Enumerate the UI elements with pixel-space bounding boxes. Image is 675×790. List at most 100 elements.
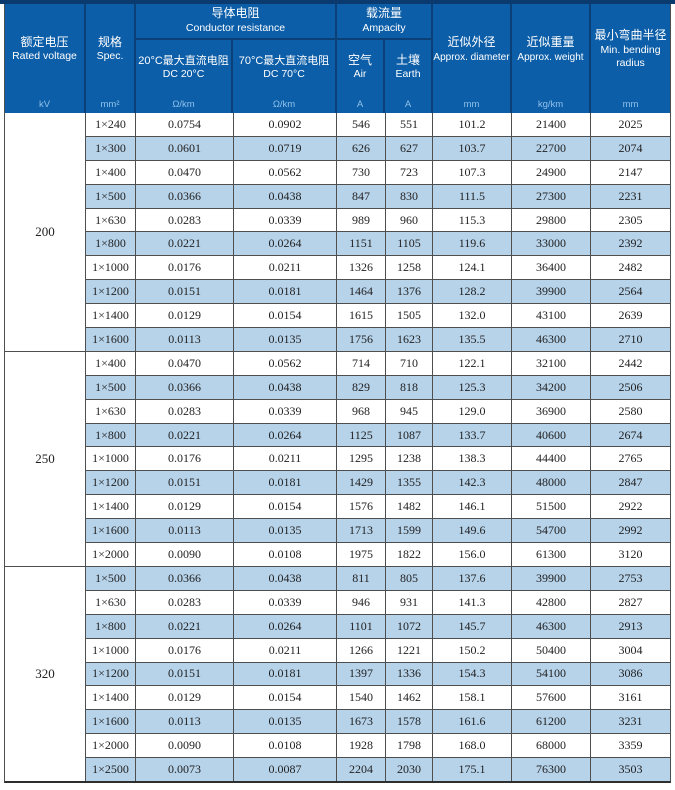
- ampacity-earth-cell: 551: [386, 113, 433, 136]
- bending-radius-cell: 2580: [618, 403, 643, 418]
- table-row: 1×1200 0.0151 0.0181 1429 1355 142.3 48000 2847: [86, 471, 670, 496]
- weight-cell: 54100: [512, 662, 591, 686]
- spec-cell: 1×630: [86, 208, 136, 232]
- spec-cell: 1×1000: [86, 638, 136, 662]
- header-ampacity-zh: 载流量: [365, 6, 402, 21]
- ampacity-earth-cell: 710: [386, 351, 433, 375]
- header-ampacity-group: 载流量 Ampacity 空气 Air A 土壤 Earth A: [337, 4, 433, 113]
- table-row: 1×1000 0.0176 0.0211 1326 1258 124.1 36400 2482: [86, 256, 670, 281]
- ampacity-air-cell: 2204: [337, 758, 386, 781]
- ampacity-air-cell: 1151: [337, 232, 386, 256]
- ampacity-air-cell: 714: [337, 351, 386, 375]
- header-rated-voltage-en: Rated voltage: [12, 50, 77, 63]
- voltage-group: 320 1×500 0.0366 0.0438 811 805 137.6 39900 2753…: [5, 566, 670, 781]
- header-earth-en: Earth: [395, 68, 421, 81]
- weight-cell: 39900: [512, 280, 591, 304]
- diameter-cell: 141.3: [433, 590, 512, 614]
- ampacity-air-cell: 1429: [337, 471, 386, 495]
- spec-cell: 1×1600: [86, 328, 136, 351]
- dc70-resistance-cell: 0.0087: [234, 758, 337, 781]
- dc70-resistance-cell: 0.0154: [234, 686, 337, 710]
- ampacity-earth-cell: 1072: [386, 614, 433, 638]
- ampacity-earth-cell: 931: [386, 590, 433, 614]
- table-row: 1×240 0.0754 0.0902 546 551 101.2 21400 2025: [86, 113, 670, 137]
- ampacity-earth-cell: 1505: [386, 304, 433, 328]
- ampacity-air-cell: 1464: [337, 280, 386, 304]
- ampacity-earth-cell: 1798: [386, 734, 433, 758]
- spec-cell: 1×1600: [86, 710, 136, 734]
- header-spec-zh: 规格: [97, 34, 122, 49]
- bending-radius-cell: 2506: [618, 379, 643, 394]
- ampacity-earth-cell: 1578: [386, 710, 433, 734]
- dc20-resistance-cell: 0.0151: [136, 662, 234, 686]
- diameter-cell: 156.0: [433, 543, 512, 566]
- table-row: 1×1400 0.0129 0.0154 1540 1462 158.1 57600 3161: [86, 686, 670, 711]
- table-row: 1×2500 0.0073 0.0087 2204 2030 175.1 76300 3503: [86, 758, 670, 781]
- spec-cell: 1×1200: [86, 471, 136, 495]
- weight-cell: 57600: [512, 686, 591, 710]
- header-weight: 近似重量 Approx. weight kg/km: [512, 4, 591, 113]
- spec-cell: 1×2000: [86, 734, 136, 758]
- weight-cell: 51500: [512, 495, 591, 519]
- dc20-resistance-cell: 0.0470: [136, 351, 234, 375]
- header-earth: 土壤 Earth A: [385, 40, 431, 113]
- ampacity-earth-cell: 805: [386, 566, 433, 590]
- ampacity-air-cell: 730: [337, 160, 386, 184]
- dc70-resistance-cell: 0.0264: [234, 423, 337, 447]
- diameter-cell: 115.3: [433, 208, 512, 232]
- header-air-label: 空气 Air: [337, 40, 383, 95]
- table-row: 1×800 0.0221 0.0264 1101 1072 145.7 46300 2913: [86, 614, 670, 639]
- header-conductor-resistance: 导体电阻 Conductor resistance: [136, 4, 335, 40]
- header-dc20: 20°C最大直流电阻 DC 20°C Ω/km: [136, 40, 234, 113]
- table-top-band: [0, 0, 675, 4]
- voltage-group-label: 250: [5, 351, 86, 566]
- weight-cell: 39900: [512, 566, 591, 590]
- table-row: 1×1600 0.0113 0.0135 1756 1623 135.5 46300 2710: [86, 328, 670, 351]
- diameter-cell: 175.1: [433, 758, 512, 781]
- diameter-cell: 149.6: [433, 519, 512, 543]
- dc70-resistance-cell: 0.0562: [234, 351, 337, 375]
- weight-cell: 76300: [512, 758, 591, 781]
- bending-radius-cell: 2442: [618, 355, 643, 370]
- spec-cell: 1×800: [86, 614, 136, 638]
- dc70-resistance-cell: 0.0562: [234, 160, 337, 184]
- voltage-group-label: 320: [5, 566, 86, 781]
- weight-cell: 46300: [512, 328, 591, 351]
- ampacity-air-cell: 1975: [337, 543, 386, 566]
- header-dc20-zh: 20°C最大直流电阻: [138, 54, 229, 67]
- ampacity-air-cell: 546: [337, 113, 386, 136]
- ampacity-air-cell: 1713: [337, 519, 386, 543]
- header-ampacity-sub: 空气 Air A 土壤 Earth A: [337, 40, 431, 113]
- diameter-cell: 145.7: [433, 614, 512, 638]
- dc70-resistance-cell: 0.0135: [234, 328, 337, 351]
- ampacity-air-cell: 946: [337, 590, 386, 614]
- header-conductor-resistance-group: 导体电阻 Conductor resistance 20°C最大直流电阻 DC …: [136, 4, 337, 113]
- ampacity-air-cell: 1397: [337, 662, 386, 686]
- header-diameter-en: Approx. diameter: [433, 51, 510, 63]
- table-row: 1×1600 0.0113 0.0135 1673 1578 161.6 61200 3231: [86, 710, 670, 735]
- weight-cell: 54700: [512, 519, 591, 543]
- weight-cell: 61200: [512, 710, 591, 734]
- dc20-resistance-cell: 0.0283: [136, 208, 234, 232]
- weight-cell: 50400: [512, 638, 591, 662]
- dc20-resistance-cell: 0.0221: [136, 614, 234, 638]
- voltage-group: 200 1×240 0.0754 0.0902 546 551 101.2 21400 2025…: [5, 113, 670, 352]
- weight-cell: 61300: [512, 543, 591, 566]
- ampacity-earth-cell: 1822: [386, 543, 433, 566]
- weight-cell: 24900: [512, 160, 591, 184]
- header-conductor-resistance-zh: 导体电阻: [211, 6, 260, 21]
- diameter-cell: 150.2: [433, 638, 512, 662]
- dc20-resistance-cell: 0.0073: [136, 758, 234, 781]
- weight-cell: 46300: [512, 614, 591, 638]
- voltage-group-label: 200: [5, 113, 86, 351]
- spec-cell: 1×2000: [86, 543, 136, 566]
- header-spec-en: Spec.: [96, 50, 124, 63]
- dc20-resistance-cell: 0.0601: [136, 136, 234, 160]
- ampacity-air-cell: 968: [337, 399, 386, 423]
- spec-cell: 1×1200: [86, 280, 136, 304]
- weight-cell: 33000: [512, 232, 591, 256]
- cable-spec-table: 额定电压 Rated voltage kV 规格 Spec. mm² 导体电阻 …: [4, 4, 671, 783]
- table-row: 1×630 0.0283 0.0339 989 960 115.3 29800 2305: [86, 208, 670, 233]
- spec-cell: 1×2500: [86, 758, 136, 781]
- dc70-resistance-cell: 0.0135: [234, 710, 337, 734]
